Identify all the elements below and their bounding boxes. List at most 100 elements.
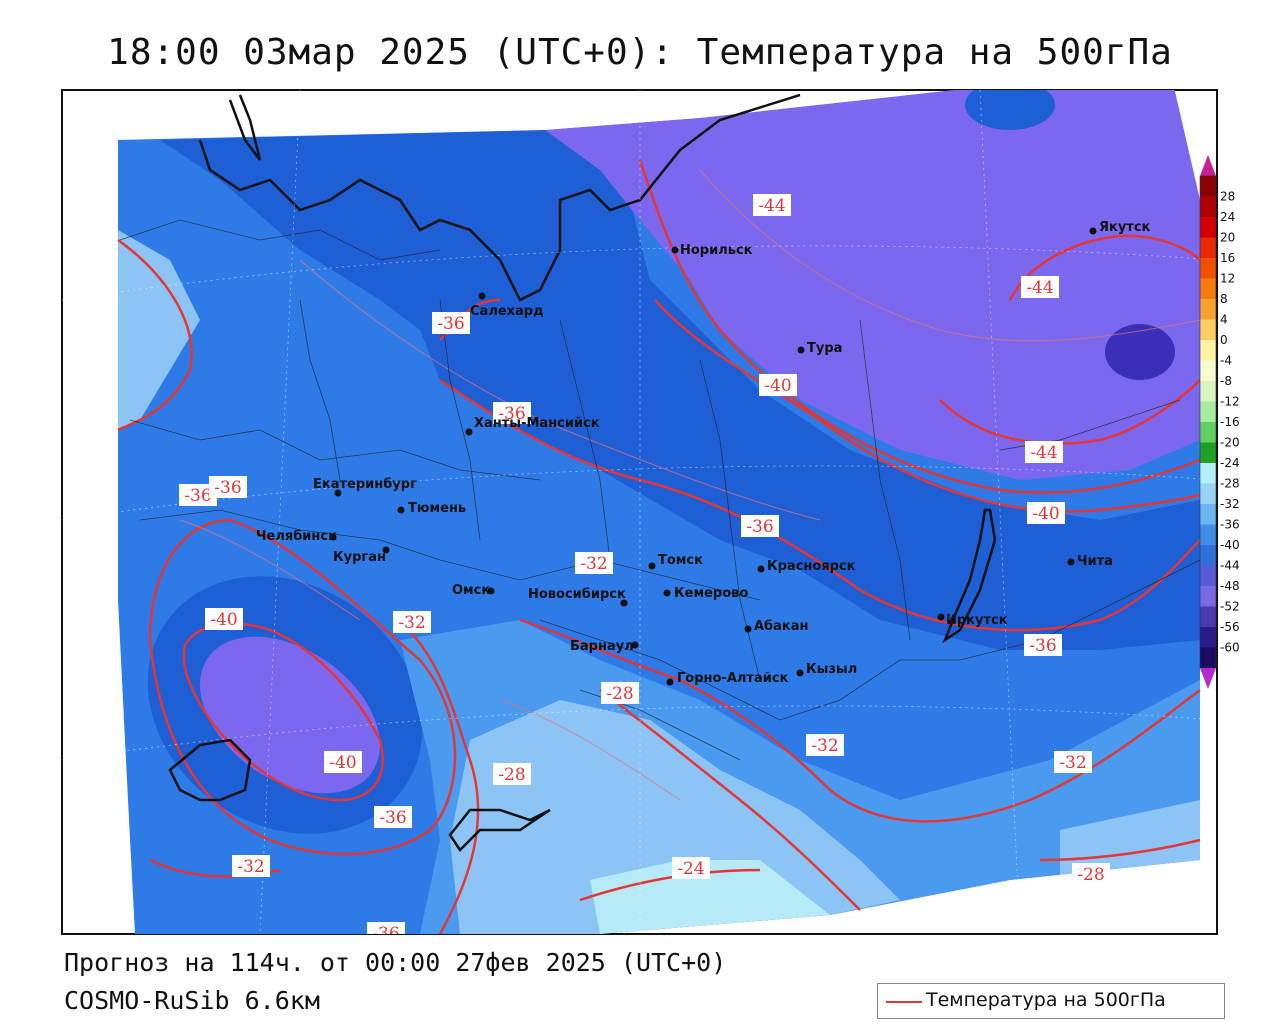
isotherm-label: -36 bbox=[1029, 636, 1056, 656]
colorbar-cell bbox=[1200, 299, 1216, 320]
isotherm-label: -36 bbox=[184, 486, 211, 506]
city-dot bbox=[796, 669, 804, 677]
isotherm-label: -36 bbox=[437, 314, 464, 334]
isotherm-40-trough bbox=[182, 622, 384, 802]
isotherm-44-main bbox=[638, 159, 1201, 494]
city-label: Норильск bbox=[680, 243, 753, 258]
city-label: Тюмень bbox=[408, 501, 466, 516]
colorbar-tick-label: 24 bbox=[1220, 210, 1235, 224]
forecast-info: Прогноз на 114ч. от 00:00 27фев 2025 (UT… bbox=[64, 948, 727, 977]
colorbar-cell bbox=[1200, 381, 1216, 402]
colorbar-cell bbox=[1200, 442, 1216, 464]
city-label: Томск bbox=[658, 553, 703, 568]
colorbar-cell bbox=[1200, 524, 1216, 546]
map-title: 18:00 03мар 2025 (UTC+0): Температура на… bbox=[107, 32, 1173, 73]
colorbar-tick-label: 28 bbox=[1220, 190, 1235, 204]
colorbar-top-arrow bbox=[1200, 155, 1216, 176]
city-dot bbox=[937, 613, 945, 621]
isotherms bbox=[117, 159, 1201, 934]
colorbar-tick-label: -44 bbox=[1220, 559, 1240, 573]
colorbar-tick-label: -8 bbox=[1220, 374, 1232, 388]
city-dot bbox=[797, 346, 805, 354]
isotherm-32-west-north bbox=[117, 238, 193, 432]
colorbar-cell bbox=[1200, 217, 1216, 238]
isotherm-label: -36 bbox=[498, 404, 525, 424]
colorbar-tick-label: -60 bbox=[1220, 641, 1240, 655]
colorbar-tick-label: -40 bbox=[1220, 538, 1240, 552]
city-label: Омск bbox=[452, 583, 490, 598]
city-dot bbox=[465, 428, 473, 436]
colorbar-tick-label: 12 bbox=[1220, 272, 1235, 286]
city-label: Горно-Алтайск bbox=[677, 671, 789, 686]
isotherm-label: -36 bbox=[372, 924, 399, 944]
city-label: Новосибирск bbox=[528, 587, 626, 602]
isotherm-label: -40 bbox=[1032, 504, 1059, 524]
colorbar-cell bbox=[1200, 422, 1216, 443]
colorbar-cell bbox=[1200, 319, 1216, 341]
colorbar-tick-label: 0 bbox=[1220, 333, 1228, 347]
isotherm-label: -32 bbox=[398, 613, 425, 633]
isotherm-label: -40 bbox=[329, 753, 356, 773]
city-dot bbox=[757, 565, 765, 573]
isotherm-40-main bbox=[654, 299, 1201, 513]
colorbar-tick-label: -4 bbox=[1220, 354, 1232, 368]
isotherm-label: -44 bbox=[1030, 443, 1057, 463]
colorbar-cell bbox=[1200, 586, 1216, 607]
colorbar-tick-label: -32 bbox=[1220, 497, 1240, 511]
isotherm-label: -36 bbox=[214, 478, 241, 498]
isotherm-label: -36 bbox=[379, 808, 406, 828]
city-label: Красноярск bbox=[767, 559, 856, 574]
city-dot bbox=[1067, 558, 1075, 566]
colorbar-cell bbox=[1200, 565, 1216, 587]
colorbar-cell bbox=[1200, 196, 1216, 218]
colorbar-labels: 28 24 20 16 12 8 4 0 -4 -8 -12 -16 -20 -24 -28 -32 -36 -4… bbox=[1220, 190, 1240, 655]
colorbar-tick-label: -24 bbox=[1220, 456, 1240, 470]
colorbar-cell bbox=[1200, 176, 1216, 197]
colorbar-cell bbox=[1200, 278, 1216, 300]
city-dot bbox=[397, 506, 405, 514]
colorbar-cell bbox=[1200, 545, 1216, 566]
colorbar-cells bbox=[1199, 175, 1217, 669]
legend-label: Температура на 500гПа bbox=[926, 989, 1166, 1011]
temp-field-48-cell bbox=[1105, 324, 1175, 380]
city-dot bbox=[487, 587, 495, 595]
temp-field-28-southeast bbox=[1060, 800, 1200, 880]
isotherm-label: -44 bbox=[1026, 278, 1053, 298]
colorbar-bottom-arrow bbox=[1200, 668, 1216, 689]
colorbar-tick-label: -36 bbox=[1220, 518, 1240, 532]
isotherm-label: -40 bbox=[210, 610, 237, 630]
isotherm-44-east bbox=[1008, 234, 1201, 301]
colorbar-cell bbox=[1200, 647, 1216, 669]
isotherm-label: -24 bbox=[677, 859, 704, 879]
isotherm-label: -32 bbox=[811, 736, 838, 756]
colorbar-tick-label: -56 bbox=[1220, 620, 1240, 634]
isotherm-label: -28 bbox=[498, 765, 525, 785]
model-name: COSMO-RuSib 6.6км bbox=[64, 986, 320, 1015]
colorbar-cell bbox=[1200, 340, 1216, 361]
isotherm-label: -28 bbox=[1077, 865, 1104, 885]
colorbar-cell bbox=[1200, 463, 1216, 484]
temp-field-44-northeast bbox=[545, 90, 1200, 480]
temp-field-40-north bbox=[160, 130, 1200, 650]
city-markers: Салехард Норильск Якутск Тура Ханты-Манс… bbox=[256, 220, 1151, 686]
city-label: Якутск bbox=[1099, 220, 1151, 235]
isotherm-label: -32 bbox=[237, 857, 264, 877]
isotherm-label-group: -44 -44 -44 -40 -40 -36 -36 -36 -36 -36 … bbox=[179, 194, 1110, 944]
colorbar-tick-label: -20 bbox=[1220, 436, 1240, 450]
colorbar-cell bbox=[1200, 504, 1216, 525]
city-label: Челябинск bbox=[256, 529, 337, 544]
city-label: Барнаул bbox=[570, 639, 634, 654]
city-dot bbox=[620, 599, 628, 607]
city-label: Курган bbox=[333, 550, 386, 565]
city-dot bbox=[744, 625, 752, 633]
colorbar-tick-label: -48 bbox=[1220, 579, 1240, 593]
isotherm-24-south bbox=[579, 868, 761, 902]
city-label: Ханты-Мансийск bbox=[474, 416, 600, 431]
city-dot bbox=[648, 562, 656, 570]
city-label: Иркутск bbox=[946, 613, 1008, 628]
isotherm-28-south bbox=[599, 689, 861, 911]
city-dot bbox=[666, 678, 674, 686]
temp-field-24-south bbox=[590, 860, 830, 934]
isotherm-label: -28 bbox=[606, 684, 633, 704]
city-label: Абакан bbox=[754, 619, 809, 634]
